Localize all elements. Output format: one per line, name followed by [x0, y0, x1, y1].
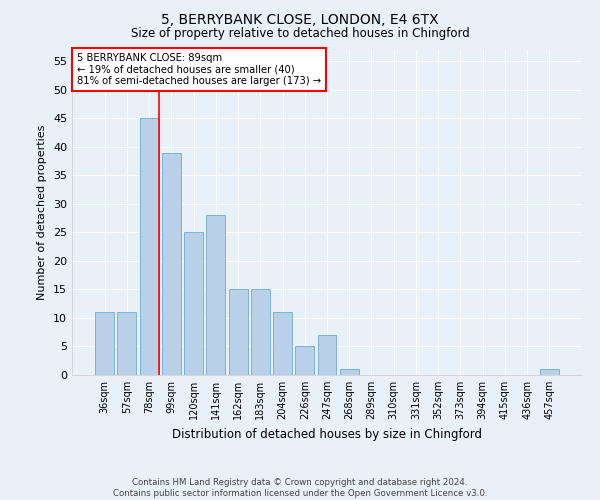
- Bar: [273, 312, 292, 375]
- Bar: [317, 335, 337, 375]
- Bar: [340, 370, 359, 375]
- Text: 5, BERRYBANK CLOSE, LONDON, E4 6TX: 5, BERRYBANK CLOSE, LONDON, E4 6TX: [161, 12, 439, 26]
- Bar: [295, 346, 314, 375]
- Bar: [229, 290, 248, 375]
- Bar: [184, 232, 203, 375]
- Text: Size of property relative to detached houses in Chingford: Size of property relative to detached ho…: [131, 28, 469, 40]
- Text: Contains HM Land Registry data © Crown copyright and database right 2024.
Contai: Contains HM Land Registry data © Crown c…: [113, 478, 487, 498]
- Bar: [206, 216, 225, 375]
- Bar: [540, 370, 559, 375]
- Bar: [118, 312, 136, 375]
- Bar: [162, 152, 181, 375]
- Bar: [95, 312, 114, 375]
- Bar: [251, 290, 270, 375]
- Text: 5 BERRYBANK CLOSE: 89sqm
← 19% of detached houses are smaller (40)
81% of semi-d: 5 BERRYBANK CLOSE: 89sqm ← 19% of detach…: [77, 53, 321, 86]
- X-axis label: Distribution of detached houses by size in Chingford: Distribution of detached houses by size …: [172, 428, 482, 440]
- Y-axis label: Number of detached properties: Number of detached properties: [37, 125, 47, 300]
- Bar: [140, 118, 158, 375]
